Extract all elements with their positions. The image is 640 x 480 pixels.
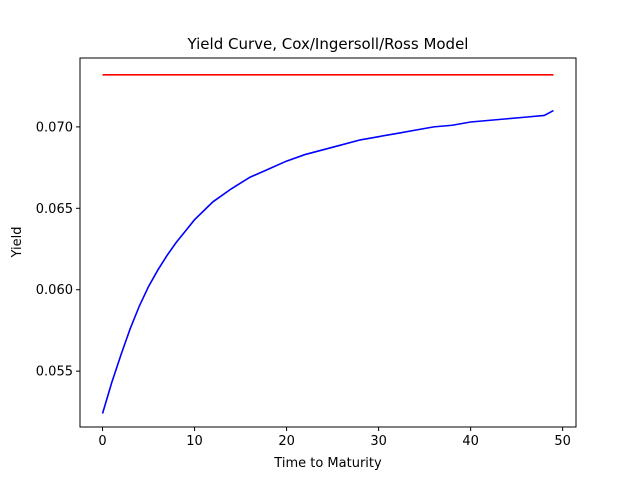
x-tick-label: 30	[370, 434, 387, 449]
x-tick-label: 10	[186, 434, 203, 449]
y-tick-label: 0.055	[36, 365, 73, 380]
x-tick-label: 0	[98, 434, 106, 449]
axes-frame	[79, 57, 577, 428]
x-tick-label: 40	[462, 434, 479, 449]
x-tick-label: 20	[278, 434, 295, 449]
plot-area: 0 10 20 30 40 50 0.055 0.060 0.065 0.070	[36, 57, 577, 449]
y-axis-label: Yield	[10, 227, 25, 259]
chart-title: Yield Curve, Cox/Ingersoll/Ross Model	[187, 35, 469, 53]
y-tick-label: 0.060	[36, 283, 73, 298]
x-tick-label: 50	[554, 434, 571, 449]
x-axis-label: Time to Maturity	[273, 456, 382, 471]
series-line-2	[101, 109, 554, 414]
y-tick-label: 0.065	[36, 202, 73, 217]
y-tick-label: 0.070	[36, 120, 73, 135]
